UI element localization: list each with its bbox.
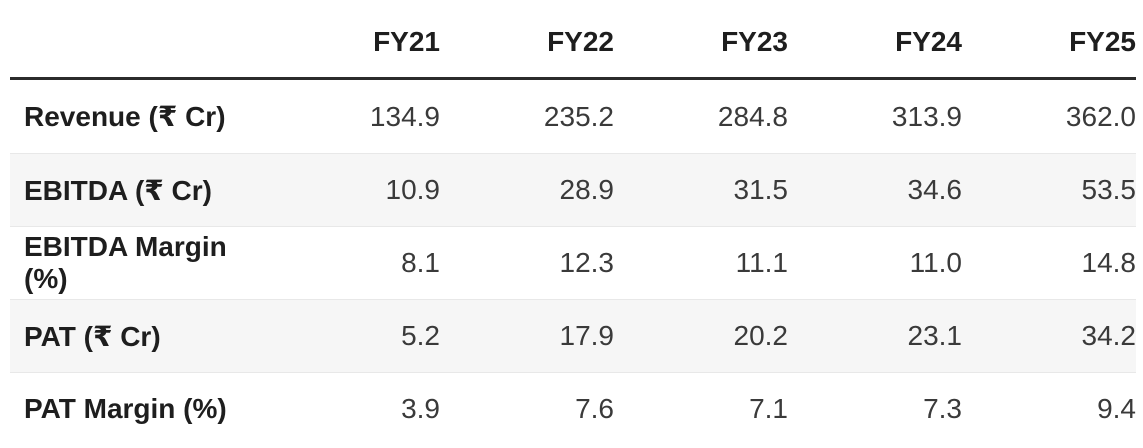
value-cell: 7.3 [923, 393, 962, 424]
table-body: Revenue (₹ Cr) 134.9 235.2 284.8 313.9 362.0 E… [10, 80, 1136, 445]
value-cell: 34.2 [1081, 320, 1137, 351]
row-label: Revenue (₹ Cr) [24, 101, 226, 132]
row-label: EBITDA Margin (%) [24, 231, 227, 294]
table-header-row: FY21 FY22 FY23 FY24 FY25 [10, 0, 1136, 80]
value-cell: 10.9 [385, 174, 441, 205]
value-cell: 23.1 [907, 320, 963, 351]
table-row: Revenue (₹ Cr) 134.9 235.2 284.8 313.9 362.0 [10, 80, 1136, 153]
value-cell: 9.4 [1097, 393, 1136, 424]
value-cell: 12.3 [559, 247, 615, 278]
value-cell: 3.9 [401, 393, 440, 424]
value-cell: 53.5 [1081, 174, 1137, 205]
table-row: PAT (₹ Cr) 5.2 17.9 20.2 23.1 34.2 [10, 299, 1136, 372]
value-cell: 11.0 [909, 247, 962, 278]
value-cell: 5.2 [401, 320, 440, 351]
table-row: EBITDA Margin (%) 8.1 12.3 11.1 11.0 14.8 [10, 226, 1136, 299]
value-cell: 8.1 [401, 247, 440, 278]
value-cell: 17.9 [559, 320, 615, 351]
column-header: FY22 [547, 26, 614, 57]
metric-column-header-empty [10, 58, 266, 77]
column-header: FY25 [1069, 26, 1136, 57]
financial-metrics-table: FY21 FY22 FY23 FY24 FY25 Revenue (₹ Cr) 134.9… [10, 0, 1136, 445]
row-label: EBITDA (₹ Cr) [24, 174, 212, 206]
value-cell: 20.2 [733, 320, 789, 351]
value-cell: 11.1 [735, 247, 788, 278]
column-header: FY23 [721, 26, 788, 57]
value-cell: 134.9 [369, 100, 440, 132]
value-cell: 313.9 [891, 100, 962, 132]
column-header: FY24 [895, 26, 962, 57]
value-cell: 284.8 [717, 100, 788, 132]
table-row: EBITDA (₹ Cr) 10.9 28.9 31.5 34.6 53.5 [10, 153, 1136, 226]
value-cell: 34.6 [907, 174, 963, 205]
value-cell: 7.6 [575, 393, 614, 424]
value-cell: 362.0 [1065, 100, 1136, 132]
row-label: PAT (₹ Cr) [24, 320, 161, 352]
value-cell: 14.8 [1081, 247, 1137, 278]
value-cell: 31.5 [733, 174, 789, 205]
value-cell: 235.2 [543, 100, 614, 132]
value-cell: 7.1 [749, 393, 788, 424]
column-header: FY21 [373, 26, 440, 57]
row-label: PAT Margin (%) [24, 393, 227, 424]
table-row: PAT Margin (%) 3.9 7.6 7.1 7.3 9.4 [10, 372, 1136, 445]
value-cell: 28.9 [559, 174, 615, 205]
